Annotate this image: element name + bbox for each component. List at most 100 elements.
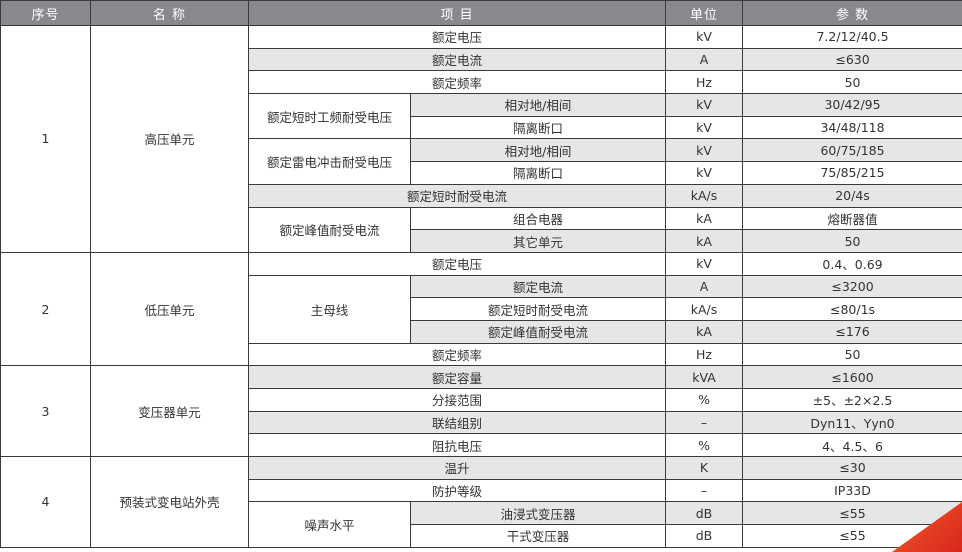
unit: A: [665, 47, 744, 72]
unit: kV: [665, 161, 744, 185]
unit: kV: [665, 138, 744, 163]
unit: –: [665, 410, 744, 435]
item: 额定频率: [247, 342, 667, 367]
unit: kA: [665, 229, 744, 253]
table-row: 防护等级 – IP33D: [1, 478, 962, 503]
table-row: 额定频率 Hz 50: [1, 70, 962, 95]
header-item: 项 目: [247, 0, 667, 26]
item-group: 额定短时工频耐受电压: [248, 93, 411, 140]
sub-item: 额定峰值耐受电流: [409, 319, 667, 344]
table-row: 额定短时耐受电流 kA/s ≤80/1s: [1, 297, 962, 321]
param: 0.4、0.69: [742, 251, 962, 276]
item-group: 主母线: [248, 274, 411, 344]
table-row: 额定雷电冲击耐受电压 相对地/相间 kV 60/75/185: [1, 138, 962, 185]
table-row: 4 预装式变电站外壳 温升 K ≤30: [0, 456, 962, 548]
param: ≤3200: [742, 274, 962, 299]
row-name: 高压单元: [90, 25, 249, 253]
sub-item: 额定电流: [409, 274, 667, 299]
param: ≤176: [742, 319, 962, 344]
row-no: 4: [0, 456, 91, 548]
item: 额定电压: [247, 251, 667, 276]
param: ≤55: [742, 501, 962, 526]
unit: A: [665, 274, 744, 299]
param: 50: [742, 70, 962, 95]
sub-item: 其它单元: [409, 229, 667, 253]
table-row: 3 变压器单元 额定容量 kVA ≤1600: [0, 365, 962, 458]
unit: %: [665, 433, 744, 458]
item: 联结组别: [247, 410, 667, 435]
param: 20/4s: [742, 183, 962, 208]
row-name: 预装式变电站外壳: [90, 456, 249, 548]
table-row: 联结组别 – Dyn11、Yyn0: [1, 410, 962, 435]
unit: Hz: [665, 342, 744, 367]
item: 额定频率: [247, 70, 667, 95]
unit: dB: [665, 501, 744, 526]
row-name: 低压单元: [90, 251, 249, 367]
table-row: 2 低压单元 额定电压 kV 0.4、0.69: [0, 251, 962, 367]
param: Dyn11、Yyn0: [742, 410, 962, 435]
sub-item: 相对地/相间: [409, 93, 667, 117]
item: 额定电压: [247, 25, 667, 49]
unit: kV: [665, 93, 744, 117]
item-group: 噪声水平: [248, 501, 411, 548]
header-no: 序号: [0, 0, 91, 26]
param: 34/48/118: [742, 115, 962, 140]
unit: K: [665, 456, 744, 480]
param: 熔断器值: [742, 206, 962, 231]
unit: kA: [665, 319, 744, 344]
unit: dB: [665, 524, 744, 548]
header-row: 序号 名 称 项 目 单位 参 数: [0, 0, 962, 26]
table-row: 1 高压单元 额定电压 kV 7.2/12/40.5: [0, 25, 962, 253]
table-row: 噪声水平 油浸式变压器 dB ≤55: [1, 501, 962, 548]
item: 阻抗电压: [247, 433, 667, 458]
unit: kA: [665, 206, 744, 231]
sub-item: 干式变压器: [409, 524, 667, 548]
unit: kA/s: [665, 297, 744, 321]
table-row: 额定短时工频耐受电压 相对地/相间 kV 30/42/95: [1, 93, 962, 140]
table-row: 隔离断口 kV 34/48/118: [1, 115, 962, 140]
row-no: 1: [0, 25, 91, 253]
param: 30/42/95: [742, 93, 962, 117]
sub-item: 组合电器: [409, 206, 667, 231]
unit: kV: [665, 25, 744, 49]
table-row: 隔离断口 kV 75/85/215: [1, 161, 962, 185]
param: ≤630: [742, 47, 962, 72]
row-no: 3: [0, 365, 91, 458]
item: 分接范围: [247, 388, 667, 412]
sub-item: 相对地/相间: [409, 138, 667, 163]
table-row: 额定峰值耐受电流 组合电器 kA 熔断器值: [1, 206, 962, 253]
param: ≤80/1s: [742, 297, 962, 321]
param: 50: [742, 229, 962, 253]
param: 4、4.5、6: [742, 433, 962, 458]
param: 50: [742, 342, 962, 367]
header-unit: 单位: [665, 0, 744, 26]
unit: kV: [665, 251, 744, 276]
param: ≤30: [742, 456, 962, 480]
unit: %: [665, 388, 744, 412]
unit: kV: [665, 115, 744, 140]
row-name: 变压器单元: [90, 365, 249, 458]
table-row: 额定短时耐受电流 kA/s 20/4s: [1, 183, 962, 208]
table-row: 分接范围% ±5、±2×2.5: [1, 388, 962, 412]
item: 额定容量: [247, 365, 667, 389]
sub-item: 隔离断口: [409, 161, 667, 185]
param: ±5、±2×2.5: [742, 388, 962, 412]
table-row: 额定频率 Hz 50: [1, 342, 962, 367]
item: 温升: [247, 456, 667, 480]
param: 7.2/12/40.5: [742, 25, 962, 49]
sub-item: 额定短时耐受电流: [409, 297, 667, 321]
item: 额定短时耐受电流: [247, 183, 667, 208]
sub-item: 油浸式变压器: [409, 501, 667, 526]
item-group: 额定雷电冲击耐受电压: [248, 138, 411, 185]
table-row: 其它单元 kA 50: [1, 229, 962, 253]
param: ≤1600: [742, 365, 962, 389]
sub-item: 隔离断口: [409, 115, 667, 140]
param: IP33D: [742, 478, 962, 503]
item-group: 额定峰值耐受电流: [248, 206, 411, 253]
item: 额定电流: [247, 47, 667, 72]
unit: Hz: [665, 70, 744, 95]
row-no: 2: [0, 251, 91, 367]
param: 75/85/215: [742, 161, 962, 185]
item: 防护等级: [247, 478, 667, 503]
